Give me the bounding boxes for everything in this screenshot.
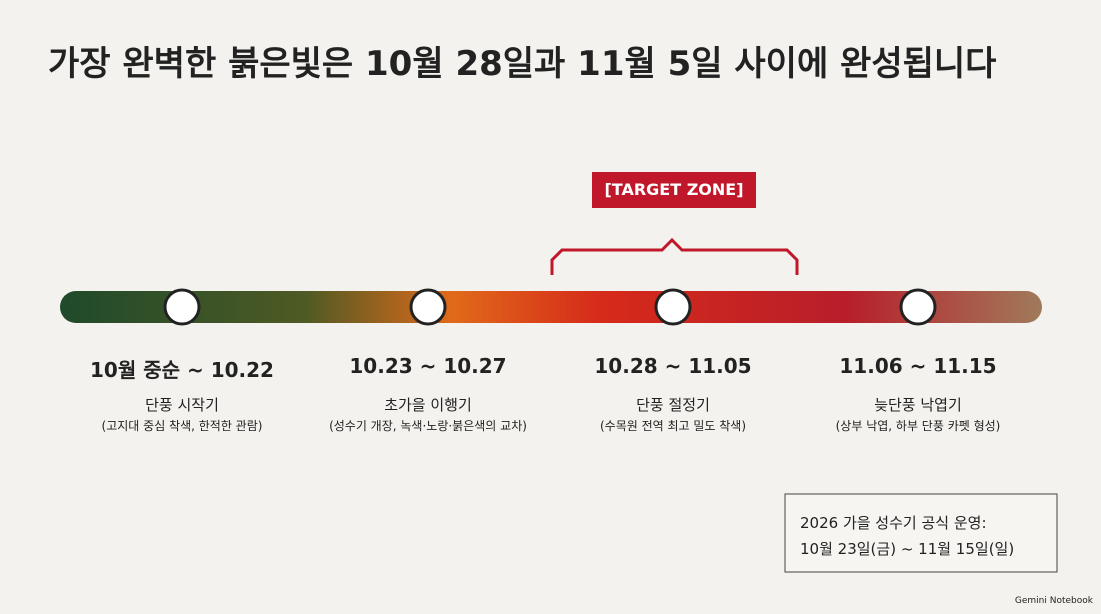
notice-box [784,493,1058,573]
stage-desc: (성수기 개장, 녹색·노랑·붉은색의 교차) [329,419,527,433]
stage-date: 10.23 ~ 10.27 [349,354,507,378]
stage-desc: (고지대 중심 착색, 한적한 관람) [101,419,263,433]
stage-date: 10월 중순 ~ 10.22 [90,358,274,382]
bar [60,291,1042,323]
stage-name: 단풍 절정기 [636,396,710,414]
brand: Gemini Notebook [1014,596,1093,606]
stage-desc: (수목원 전역 최고 밀도 착색) [599,419,747,433]
stage-date: 10.28 ~ 11.05 [594,354,752,378]
stage-name: 단풍 시작기 [145,396,219,414]
notice-1: 2026 가을 성수기 공식 운영: [800,514,987,532]
stage-desc: (상부 낙엽, 하부 단풍 카펫 형성) [835,419,1001,433]
notice-2: 10월 23일(금) ~ 11월 15일(일) [800,540,1015,558]
bracket [550,237,799,275]
target-label: [TARGET ZONE] [604,180,744,199]
target-box [592,172,756,208]
stage-name: 초가을 이행기 [384,396,472,414]
title: 가장 완벽한 붉은빛은 10월 28일과 11월 5일 사이에 완성됩니다 [48,44,997,84]
stage-date: 11.06 ~ 11.15 [839,354,997,378]
stage-name: 늦단풍 낙엽기 [874,396,962,414]
